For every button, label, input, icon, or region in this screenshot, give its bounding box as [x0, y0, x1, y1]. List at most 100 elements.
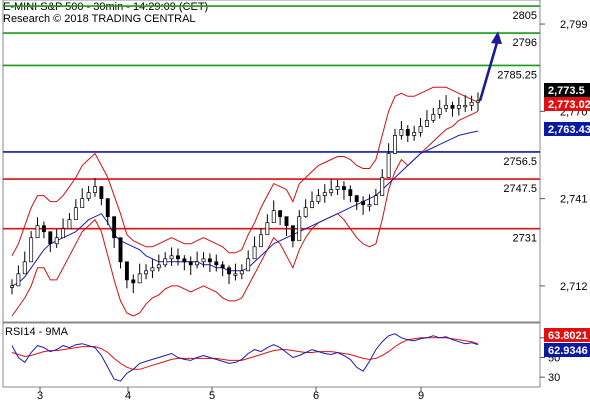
price-candle	[335, 186, 340, 190]
last-price-label-box	[544, 83, 590, 97]
price-candle	[412, 132, 417, 136]
x-tick-label: 6	[313, 390, 319, 400]
price-candle	[418, 126, 423, 133]
upper-band-label: 2,773.02	[548, 99, 590, 111]
forecast-arrow-shaft	[478, 38, 500, 102]
price-candle	[99, 186, 104, 199]
price-candle	[54, 237, 59, 245]
price-candle	[386, 153, 391, 178]
price-y-tick-label: 2,741	[560, 194, 588, 206]
x-tick-label: 3	[37, 390, 43, 400]
rsi-ma-value-label: 63.8021	[548, 330, 588, 342]
price-candle	[86, 192, 91, 199]
price-candle	[80, 198, 85, 208]
price-candle	[354, 195, 359, 202]
price-candle	[297, 216, 302, 242]
price-candle	[29, 237, 34, 263]
rsi-title: RSI14 - 9MA	[5, 326, 69, 338]
upper-band-label-box	[544, 97, 590, 111]
price-candle	[265, 222, 270, 236]
price-candle	[431, 114, 436, 121]
price-candle	[176, 255, 180, 260]
price-candle	[207, 258, 212, 263]
price-candle	[73, 207, 78, 221]
price-candle	[233, 273, 238, 276]
price-candle	[329, 189, 334, 193]
level-label: 2785.25	[497, 69, 537, 81]
level-label: 2796	[513, 37, 537, 49]
price-candle	[271, 210, 276, 224]
price-candle	[290, 225, 295, 242]
price-candle	[399, 129, 404, 136]
price-candle	[188, 261, 193, 266]
price-candle	[444, 104, 449, 109]
price-panel: 2,7122,7412,7702,799280527962785.252756.…	[2, 0, 590, 323]
price-candle	[367, 204, 372, 207]
price-candle	[124, 261, 129, 281]
chart-title: E-MINI S&P 500 - 30min - 14:29:09 (CET)	[3, 1, 209, 13]
price-candle	[322, 192, 327, 196]
price-candle	[220, 264, 225, 269]
x-axis: 3 4 5 6 9	[37, 387, 424, 400]
price-candle	[118, 237, 123, 263]
price-candle	[227, 267, 231, 275]
moving-average-line	[11, 130, 479, 287]
price-y-tick-label: 2,799	[560, 19, 588, 31]
rsi-line	[11, 333, 479, 382]
price-candle	[424, 120, 429, 127]
price-candle	[437, 107, 442, 115]
rsi-ma-line	[11, 337, 479, 370]
price-candle	[163, 258, 168, 266]
price-candle	[303, 207, 308, 218]
price-candle	[67, 219, 72, 230]
level-label: 2731	[513, 233, 537, 245]
price-candle	[259, 234, 263, 248]
rsi-frame	[2, 322, 541, 388]
rsi-ma-value-label-box	[544, 328, 590, 342]
price-candle	[41, 225, 46, 233]
x-tick-label: 9	[418, 390, 424, 400]
price-candle	[310, 201, 314, 208]
price-candle	[35, 225, 40, 239]
price-candle	[131, 279, 136, 284]
price-candle	[373, 195, 378, 205]
price-candle	[182, 258, 187, 263]
price-candle	[450, 104, 455, 109]
upper-bollinger-band	[11, 86, 479, 257]
price-candle	[469, 101, 474, 106]
last-price-label: 2,773.5	[548, 85, 585, 97]
price-candle	[393, 135, 397, 154]
rsi-value-label-box	[544, 343, 590, 357]
price-candle	[456, 104, 461, 109]
price-candle	[61, 228, 66, 239]
forecast-arrow-head	[491, 31, 502, 45]
price-candle	[463, 104, 468, 108]
price-candle	[16, 273, 21, 287]
price-candle	[112, 216, 117, 239]
price-candle	[278, 210, 283, 218]
price-candle	[201, 258, 206, 263]
price-candle	[341, 186, 346, 190]
rsi-y-tick-label: 30	[548, 372, 560, 384]
price-candle	[405, 129, 410, 136]
ma-value-label-box	[544, 122, 590, 136]
x-tick-label: 5	[209, 390, 215, 400]
price-candle	[22, 261, 27, 275]
price-candle	[93, 186, 97, 193]
lower-bollinger-band	[11, 110, 479, 317]
price-candle	[252, 246, 257, 260]
price-candle	[246, 258, 251, 272]
price-y-tick-label: 2,712	[560, 281, 588, 293]
price-candle	[10, 285, 14, 288]
price-candle	[284, 216, 289, 227]
price-candle	[380, 177, 385, 196]
price-candle	[150, 267, 155, 272]
price-candle	[156, 264, 161, 269]
price-candle	[214, 261, 219, 266]
research-credit: Research © 2018 TRADING CENTRAL	[3, 13, 196, 25]
price-candle	[348, 189, 353, 196]
x-tick-label: 4	[125, 390, 131, 400]
